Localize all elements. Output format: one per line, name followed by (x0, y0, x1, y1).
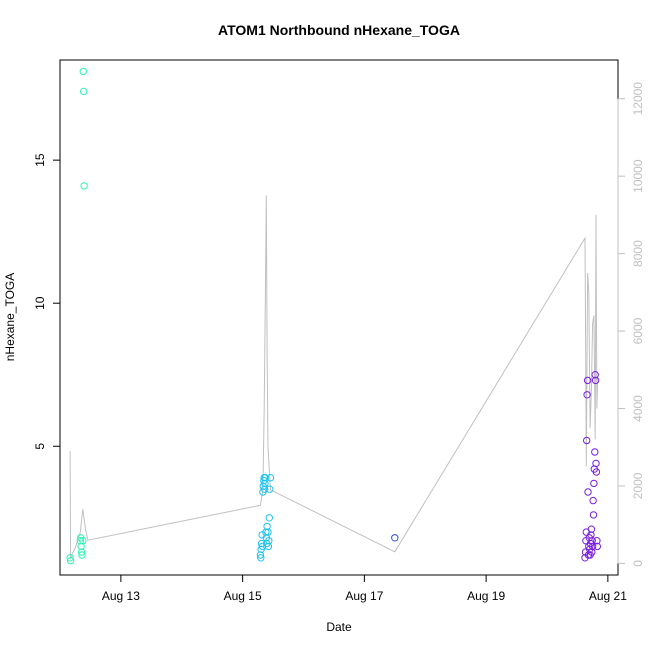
data-point (66, 557, 75, 565)
data-point (265, 537, 273, 545)
data-point (589, 496, 597, 505)
x-tick-label: Aug 17 (345, 589, 383, 603)
data-point (593, 542, 601, 551)
data-point (588, 548, 596, 556)
data-point (79, 537, 87, 545)
data-point (79, 67, 88, 76)
y-tick-label: 5 (33, 443, 47, 450)
data-point (266, 485, 274, 493)
data-point (591, 371, 599, 379)
x-tick-label: Aug 15 (224, 589, 262, 603)
axes-layer: Aug 13 Aug 15 Aug 17 Aug 19 Aug 21 5 10 15 0 2000… (33, 82, 645, 603)
data-point (260, 485, 269, 493)
chart-title: ATOM1 Northbound nHexane_TOGA (218, 22, 460, 38)
data-point (591, 376, 600, 385)
data-point (265, 514, 273, 522)
data-point (264, 542, 273, 551)
data-point (583, 436, 591, 445)
data-point (590, 479, 598, 488)
data-point (391, 534, 399, 542)
secondary-y-tick-label: 10000 (631, 159, 645, 193)
data-points-layer (66, 67, 601, 565)
data-point (264, 528, 272, 536)
secondary-y-tick-label: 6000 (631, 317, 645, 344)
data-point (77, 548, 86, 556)
data-point (263, 522, 271, 531)
data-point (584, 488, 592, 496)
data-point (256, 551, 265, 559)
data-point (588, 542, 597, 551)
secondary-y-tick-label: 4000 (631, 395, 645, 422)
secondary-y-tick-label: 12000 (631, 82, 645, 116)
x-tick-label: Aug 21 (589, 589, 627, 603)
y-tick-label: 10 (33, 296, 47, 310)
data-point (593, 537, 601, 545)
plot-frame (59, 59, 619, 576)
data-point (589, 511, 598, 519)
data-point (592, 459, 600, 468)
data-point (80, 87, 88, 96)
secondary-y-tick-label: 8000 (631, 240, 645, 267)
data-point (588, 537, 596, 545)
y-tick-label: 15 (33, 153, 47, 167)
secondary-trace-layer (69, 195, 599, 560)
data-point (257, 539, 266, 548)
data-point (66, 554, 74, 562)
data-point (587, 525, 596, 533)
data-point (583, 391, 591, 399)
data-point (76, 537, 85, 545)
data-point (266, 474, 275, 482)
data-point (591, 448, 599, 456)
x-tick-label: Aug 19 (467, 589, 505, 603)
x-axis-label: Date (326, 620, 352, 634)
data-point (592, 468, 601, 476)
data-point (262, 528, 270, 536)
secondary-y-tick-label: 0 (631, 560, 645, 567)
data-point (583, 376, 592, 385)
data-point (257, 554, 265, 562)
secondary-series-line (69, 195, 599, 560)
secondary-y-tick-label: 2000 (631, 472, 645, 499)
data-point (78, 551, 86, 559)
data-point (261, 474, 270, 482)
y-axis-label: nHexane_TOGA (3, 273, 17, 362)
x-tick-label: Aug 13 (102, 589, 140, 603)
data-point (80, 182, 88, 190)
data-point (261, 479, 269, 488)
